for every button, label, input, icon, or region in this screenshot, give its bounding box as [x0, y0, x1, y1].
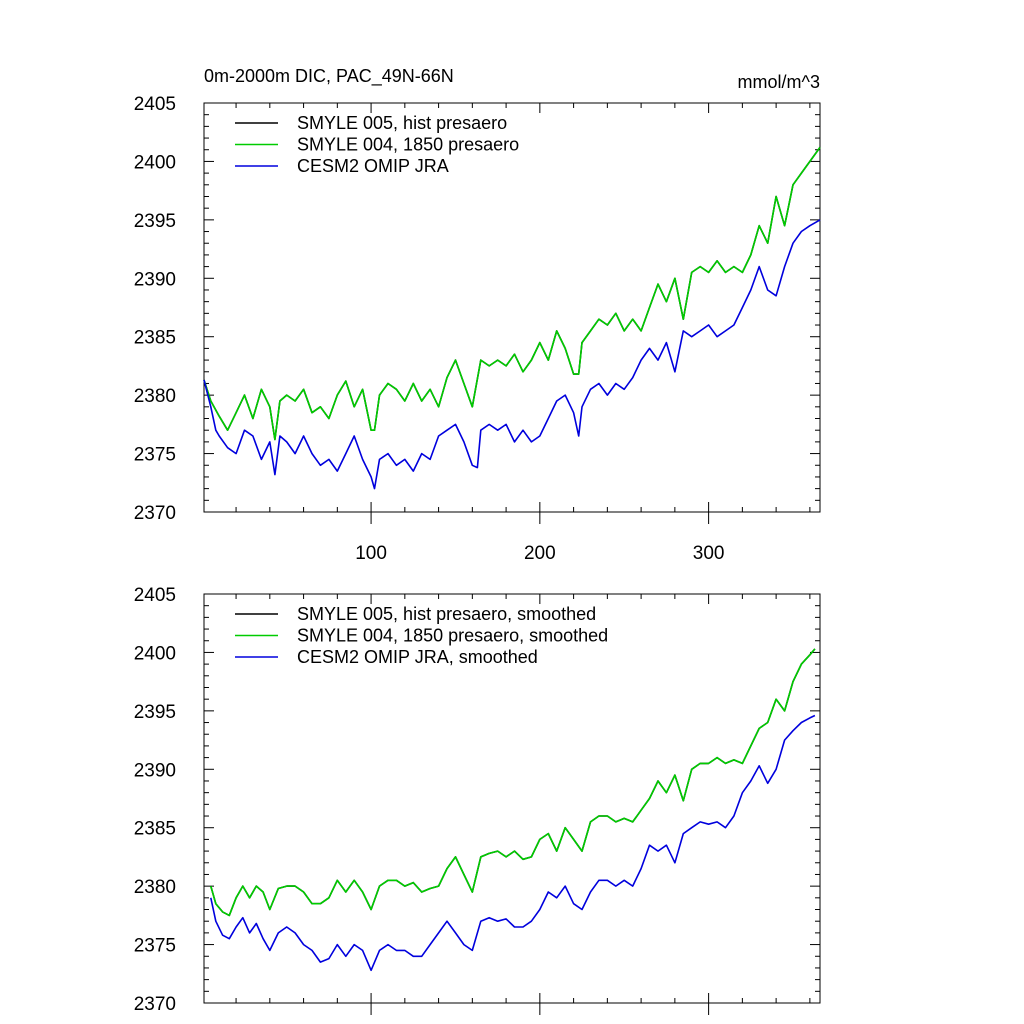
- y-tick-label: 2370: [134, 503, 176, 524]
- x-tick-label: 100: [355, 543, 387, 564]
- legend-label: CESM2 OMIP JRA: [297, 156, 449, 176]
- series-line-1: [203, 146, 821, 441]
- y-tick-label: 2380: [134, 386, 176, 407]
- y-tick-label: 2375: [134, 445, 176, 466]
- y-tick-label: 2390: [134, 760, 176, 781]
- y-tick-label: 2370: [134, 994, 176, 1015]
- legend-label: SMYLE 004, 1850 presaero, smoothed: [297, 626, 608, 646]
- series-line-3: [210, 714, 816, 972]
- y-tick-label: 2375: [134, 936, 176, 957]
- top-panel: 2370 2375 2380 2385 2390 2395 2400 2405 100 200 30…: [134, 94, 821, 564]
- y-tick-label: 2380: [134, 877, 176, 898]
- y-tick-label: 2400: [134, 643, 176, 664]
- x-tick-label: 200: [524, 543, 556, 564]
- bottom-panel: 2370 2375 2380 2385 2390 2395 2400 2405 SMYLE 00…: [134, 585, 821, 1015]
- y-tick-label: 2400: [134, 152, 176, 173]
- units-label: mmol/m^3: [738, 72, 820, 92]
- y-tick-label: 2405: [134, 585, 176, 606]
- y-tick-label: 2405: [134, 94, 176, 115]
- series-line-2: [210, 648, 816, 917]
- x-tick-label: 300: [693, 543, 725, 564]
- chart-title: 0m-2000m DIC, PAC_49N-66N: [204, 66, 454, 87]
- y-tick-label: 2395: [134, 211, 176, 232]
- y-tick-label: 2385: [134, 819, 176, 840]
- plot-frame: [203, 102, 821, 513]
- legend-label: SMYLE 005, hist presaero, smoothed: [297, 604, 596, 624]
- legend-label: CESM2 OMIP JRA, smoothed: [297, 647, 538, 667]
- plot-frame: [203, 593, 821, 1004]
- y-tick-label: 2385: [134, 328, 176, 349]
- series-line-3: [203, 219, 821, 490]
- legend-label: SMYLE 005, hist presaero: [297, 113, 507, 133]
- legend-label: SMYLE 004, 1850 presaero: [297, 135, 519, 155]
- y-tick-label: 2390: [134, 269, 176, 290]
- series-line-1: [210, 648, 816, 917]
- y-tick-label: 2395: [134, 702, 176, 723]
- series-line-2: [203, 146, 821, 441]
